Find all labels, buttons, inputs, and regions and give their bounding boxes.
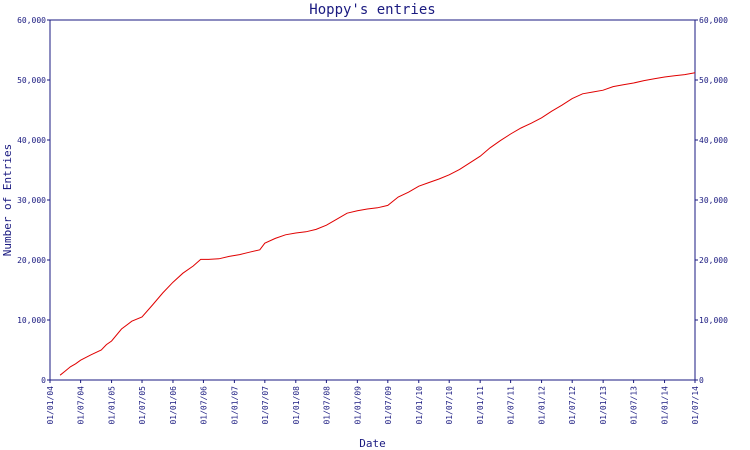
x-tick-label: 01/07/12 bbox=[568, 386, 577, 425]
axes bbox=[49, 19, 696, 381]
x-tick-label: 01/07/06 bbox=[199, 386, 208, 425]
y-tick-label-left: 10,000 bbox=[17, 316, 46, 325]
y-tick-label-right: 20,000 bbox=[699, 256, 728, 265]
x-tick-label: 01/01/10 bbox=[415, 386, 424, 425]
x-tick-label: 01/01/06 bbox=[169, 386, 178, 425]
x-tick-label: 01/01/12 bbox=[538, 386, 547, 425]
x-tick-label: 01/01/11 bbox=[476, 386, 485, 425]
series-line bbox=[59, 72, 696, 376]
x-tick-label: 01/07/13 bbox=[630, 386, 639, 425]
y-tick-label-right: 30,000 bbox=[699, 196, 728, 205]
y-tick-label-right: 0 bbox=[699, 376, 704, 385]
y-tick-label-left: 60,000 bbox=[17, 16, 46, 25]
x-tick-label: 01/07/05 bbox=[138, 386, 147, 425]
y-tick-label-right: 60,000 bbox=[699, 16, 728, 25]
x-tick-label: 01/07/09 bbox=[384, 386, 393, 425]
x-tick-label: 01/07/14 bbox=[691, 386, 700, 425]
x-tick-label: 01/07/08 bbox=[322, 386, 331, 425]
y-tick-label-left: 40,000 bbox=[17, 136, 46, 145]
y-axis-right: 0 10,000 20,000 30,000 40,000 50,000 60,000 bbox=[695, 16, 728, 385]
x-tick-label: 01/07/11 bbox=[507, 386, 516, 425]
x-axis-label: Date bbox=[359, 437, 386, 450]
x-tick-label: 01/01/05 bbox=[108, 386, 117, 425]
y-tick-label-left: 20,000 bbox=[17, 256, 46, 265]
y-tick-label-right: 10,000 bbox=[699, 316, 728, 325]
chart-title: Hoppy's entries bbox=[309, 2, 435, 18]
x-tick-label: 01/07/04 bbox=[77, 386, 86, 425]
x-tick-label: 01/01/13 bbox=[599, 386, 608, 425]
x-tick-label: 01/01/09 bbox=[353, 386, 362, 425]
y-tick-label-left: 30,000 bbox=[17, 196, 46, 205]
x-tick-label: 01/01/08 bbox=[292, 386, 301, 425]
x-tick-label: 01/01/14 bbox=[661, 386, 670, 425]
x-tick-label: 01/01/04 bbox=[46, 386, 55, 425]
x-axis: 01/01/04 01/07/04 01/01/05 01/07/05 01/01/06… bbox=[46, 380, 700, 425]
series-group bbox=[59, 72, 696, 376]
y-axis-label: Number of Entries bbox=[1, 144, 14, 257]
y-axis-left: 0 10,000 20,000 30,000 40,000 50,000 60,000 bbox=[17, 16, 50, 385]
x-tick-label: 01/07/07 bbox=[261, 386, 270, 425]
y-tick-label-left: 0 bbox=[41, 376, 46, 385]
x-tick-label: 01/01/07 bbox=[230, 386, 239, 425]
y-tick-label-left: 50,000 bbox=[17, 76, 46, 85]
plot-frame bbox=[49, 19, 696, 381]
y-tick-label-right: 50,000 bbox=[699, 76, 728, 85]
x-tick-label: 01/07/10 bbox=[445, 386, 454, 425]
y-tick-label-right: 40,000 bbox=[699, 136, 728, 145]
